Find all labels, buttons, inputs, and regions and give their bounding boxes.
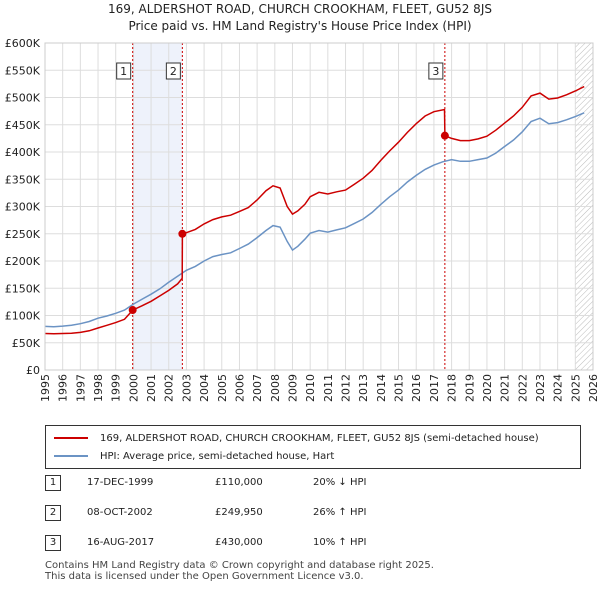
x-tick-label: 2001 (145, 374, 158, 402)
x-tick-label: 2007 (251, 374, 264, 402)
x-tick-label: 2012 (340, 374, 353, 402)
y-tick-label: £350K (5, 173, 41, 186)
x-tick-label: 2018 (446, 374, 459, 402)
x-tick-label: 2006 (233, 374, 246, 402)
x-tick-label: 2016 (410, 374, 423, 402)
sale-date: 08-OCT-2002 (87, 507, 153, 518)
x-tick-label: 2015 (393, 374, 406, 402)
x-tick-label: 2021 (499, 374, 512, 402)
y-tick-label: £50K (12, 337, 41, 350)
y-tick-label: £300K (5, 201, 41, 214)
footer-copyright: Contains HM Land Registry data © Crown c… (45, 560, 434, 571)
chart-title: 169, ALDERSHOT ROAD, CHURCH CROOKHAM, FL… (108, 2, 492, 16)
footer-licence: This data is licensed under the Open Gov… (45, 571, 364, 582)
sale-marker-box (165, 62, 181, 80)
x-tick-label: 2002 (163, 374, 176, 402)
x-tick-label: 2023 (534, 374, 547, 402)
sale-marker-box (116, 62, 132, 80)
y-tick-label: £250K (5, 228, 41, 241)
y-tick-label: £0 (26, 364, 40, 377)
sale-row: 1 17-DEC-1999 £110,000 20% ↓ HPI (45, 475, 585, 493)
sale-number: 2 (45, 505, 61, 521)
x-tick-label: 2022 (516, 374, 529, 402)
sale-marker-label: 2 (170, 65, 177, 78)
footer: Contains HM Land Registry data © Crown c… (45, 560, 434, 582)
x-tick-label: 2014 (375, 374, 388, 402)
sale-price: £249,950 (215, 507, 263, 518)
y-tick-label: £100K (5, 310, 41, 323)
x-tick-label: 2020 (481, 374, 494, 402)
x-tick-label: 2025 (569, 374, 582, 402)
y-tick-label: £150K (5, 282, 41, 295)
x-tick-label: 1999 (110, 374, 123, 402)
x-tick-label: 2003 (180, 374, 193, 402)
sale-date: 16-AUG-2017 (87, 537, 155, 548)
sale-marker-label: 1 (120, 65, 127, 78)
chart-subtitle: Price paid vs. HM Land Registry's House … (128, 19, 471, 33)
sale-row: 2 08-OCT-2002 £249,950 26% ↑ HPI (45, 505, 585, 523)
sale-hpi-change: 20% ↓ HPI (313, 477, 367, 488)
y-tick-label: £400K (5, 146, 41, 159)
y-tick-label: £550K (5, 64, 41, 77)
property-series-line (44, 85, 585, 335)
sale-point (128, 306, 137, 315)
sale-marker-box (428, 62, 444, 80)
x-tick-label: 1997 (74, 374, 87, 402)
sale-hpi-change: 26% ↑ HPI (313, 507, 367, 518)
x-tick-label: 1996 (57, 374, 70, 402)
x-tick-label: 1998 (92, 374, 105, 402)
x-tick-label: 2024 (552, 374, 565, 402)
sale-point (178, 229, 187, 238)
x-tick-label: 2026 (587, 374, 600, 402)
sale-hpi-change: 10% ↑ HPI (313, 537, 367, 548)
hpi-series-line (44, 112, 585, 328)
y-tick-label: £200K (5, 255, 41, 268)
x-tick-label: 2017 (428, 374, 441, 402)
sale-number: 3 (45, 535, 61, 551)
legend-swatch-property (54, 437, 88, 439)
legend-label-hpi: HPI: Average price, semi-detached house,… (100, 450, 335, 462)
legend-label-property: 169, ALDERSHOT ROAD, CHURCH CROOKHAM, FL… (100, 432, 539, 444)
y-tick-label: £450K (5, 119, 41, 132)
x-tick-label: 2019 (463, 374, 476, 402)
sale-price: £110,000 (215, 477, 263, 488)
sale-row: 3 16-AUG-2017 £430,000 10% ↑ HPI (45, 535, 585, 553)
x-tick-label: 2004 (198, 374, 211, 402)
sale-marker-label: 3 (432, 65, 439, 78)
y-tick-label: £600K (5, 37, 41, 50)
x-tick-label: 2013 (357, 374, 370, 402)
x-tick-label: 2005 (216, 374, 229, 402)
legend-swatch-hpi (54, 455, 88, 457)
sale-number: 1 (45, 475, 61, 491)
x-tick-label: 2008 (269, 374, 282, 402)
sale-point (440, 131, 449, 140)
x-tick-label: 2000 (127, 374, 140, 402)
x-tick-label: 1995 (39, 374, 52, 402)
plot-border (44, 42, 594, 371)
legend-item-hpi: HPI: Average price, semi-detached house,… (54, 448, 334, 464)
sale-date: 17-DEC-1999 (87, 477, 154, 488)
legend: 169, ALDERSHOT ROAD, CHURCH CROOKHAM, FL… (45, 425, 581, 469)
x-tick-label: 2011 (322, 374, 335, 402)
x-tick-label: 2010 (304, 374, 317, 402)
legend-item-property: 169, ALDERSHOT ROAD, CHURCH CROOKHAM, FL… (54, 430, 539, 446)
price-chart: 169, ALDERSHOT ROAD, CHURCH CROOKHAM, FL… (5, 2, 600, 402)
x-tick-label: 2009 (286, 374, 299, 402)
y-tick-label: £500K (5, 92, 41, 105)
sale-price: £430,000 (215, 537, 263, 548)
